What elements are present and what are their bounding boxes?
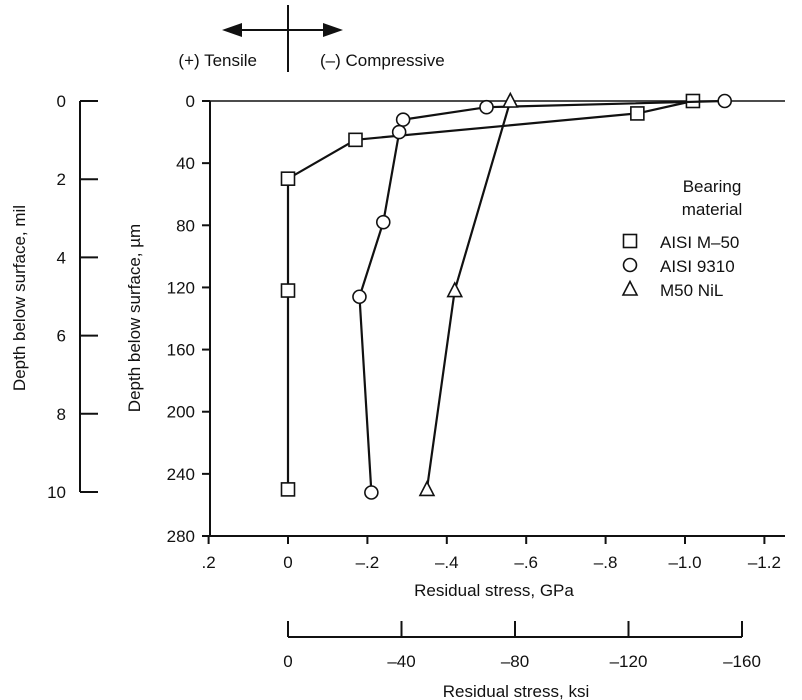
x-tick-label: 0 bbox=[283, 553, 292, 572]
data-point-square bbox=[348, 132, 363, 148]
left-arrowhead bbox=[222, 23, 242, 37]
series-line-square bbox=[286, 99, 694, 490]
data-point-circle bbox=[364, 485, 379, 500]
mil-tick-label: 0 bbox=[57, 92, 66, 111]
legend-label-square: AISI M–50 bbox=[660, 233, 739, 252]
mil-tick-label: 4 bbox=[57, 248, 66, 267]
legend-marker-triangle bbox=[621, 279, 639, 296]
x-tick-label: –.2 bbox=[356, 553, 380, 572]
y-tick-label: 120 bbox=[167, 278, 195, 297]
x-tick-label: –.8 bbox=[594, 553, 618, 572]
legend-title-line-1: Bearing bbox=[683, 177, 742, 196]
mil-axis: 0 2 4 6 8 10 bbox=[47, 92, 98, 502]
ksi-tick-label: 0 bbox=[283, 652, 292, 671]
legend: Bearing material AISI M–50 AISI 9310 M50 N… bbox=[621, 177, 742, 300]
ksi-axis: 0 –40 –80 –120 –160 bbox=[283, 621, 761, 671]
legend-marker-square bbox=[622, 233, 638, 249]
ksi-tick-label: –40 bbox=[387, 652, 415, 671]
y-tick-label: 40 bbox=[176, 154, 195, 173]
y-tick-label: 80 bbox=[176, 216, 195, 235]
mil-tick-label: 8 bbox=[57, 405, 66, 424]
legend-label-circle: AISI 9310 bbox=[660, 257, 735, 276]
x-tick-label: –1.0 bbox=[668, 553, 701, 572]
data-point-triangle bbox=[502, 91, 519, 108]
ksi-axis-label: Residual stress, ksi bbox=[443, 682, 589, 700]
y-tick-label: 200 bbox=[167, 403, 195, 422]
data-point-triangle bbox=[418, 480, 436, 497]
ksi-tick-label: –160 bbox=[723, 652, 761, 671]
mil-tick-label: 10 bbox=[47, 483, 66, 502]
mil-tick-label: 6 bbox=[57, 327, 66, 346]
direction-indicator: (+) Tensile (–) Compressive bbox=[178, 5, 445, 72]
legend-label-triangle: M50 NiL bbox=[660, 281, 723, 300]
compressive-label: (–) Compressive bbox=[320, 51, 445, 70]
data-point-square bbox=[280, 283, 296, 298]
data-point-circle bbox=[479, 99, 494, 115]
mil-axis-label: Depth below surface, mil bbox=[10, 205, 29, 391]
data-point-circle bbox=[352, 289, 367, 305]
data-point-circle bbox=[375, 214, 391, 230]
x-tick-label: –.4 bbox=[435, 553, 459, 572]
y-tick-label: 0 bbox=[186, 92, 195, 111]
tensile-label: (+) Tensile bbox=[178, 51, 257, 70]
x-axis-label: Residual stress, GPa bbox=[414, 581, 574, 600]
y-tick-label: 280 bbox=[167, 527, 195, 546]
series-line-triangle bbox=[425, 100, 512, 490]
legend-title-line-2: material bbox=[682, 200, 742, 219]
data-point-square bbox=[630, 106, 645, 121]
ksi-tick-label: –80 bbox=[501, 652, 529, 671]
x-tick-label: –1.2 bbox=[748, 553, 781, 572]
data-point-square bbox=[280, 482, 296, 497]
legend-marker-circle bbox=[622, 257, 638, 273]
x-tick-label: .2 bbox=[202, 553, 216, 572]
mil-tick-label: 2 bbox=[57, 170, 66, 189]
series-layer bbox=[280, 91, 733, 500]
plot-axes: .2 0 –.2 –.4 –.6 –.8 –1.0 –1.2 0 40 80 120 160 200 240… bbox=[167, 92, 785, 572]
data-point-circle bbox=[391, 124, 407, 140]
y-tick-label: 160 bbox=[167, 341, 195, 360]
y-axis-label: Depth below surface, µm bbox=[125, 224, 144, 412]
ksi-tick-label: –120 bbox=[610, 652, 648, 671]
right-arrowhead bbox=[323, 23, 343, 37]
data-point-triangle bbox=[446, 281, 464, 298]
data-point-circle bbox=[717, 93, 733, 109]
data-point-square bbox=[280, 171, 296, 186]
data-point-circle bbox=[395, 112, 411, 127]
x-tick-label: –.6 bbox=[514, 553, 538, 572]
y-tick-label: 240 bbox=[167, 465, 195, 484]
